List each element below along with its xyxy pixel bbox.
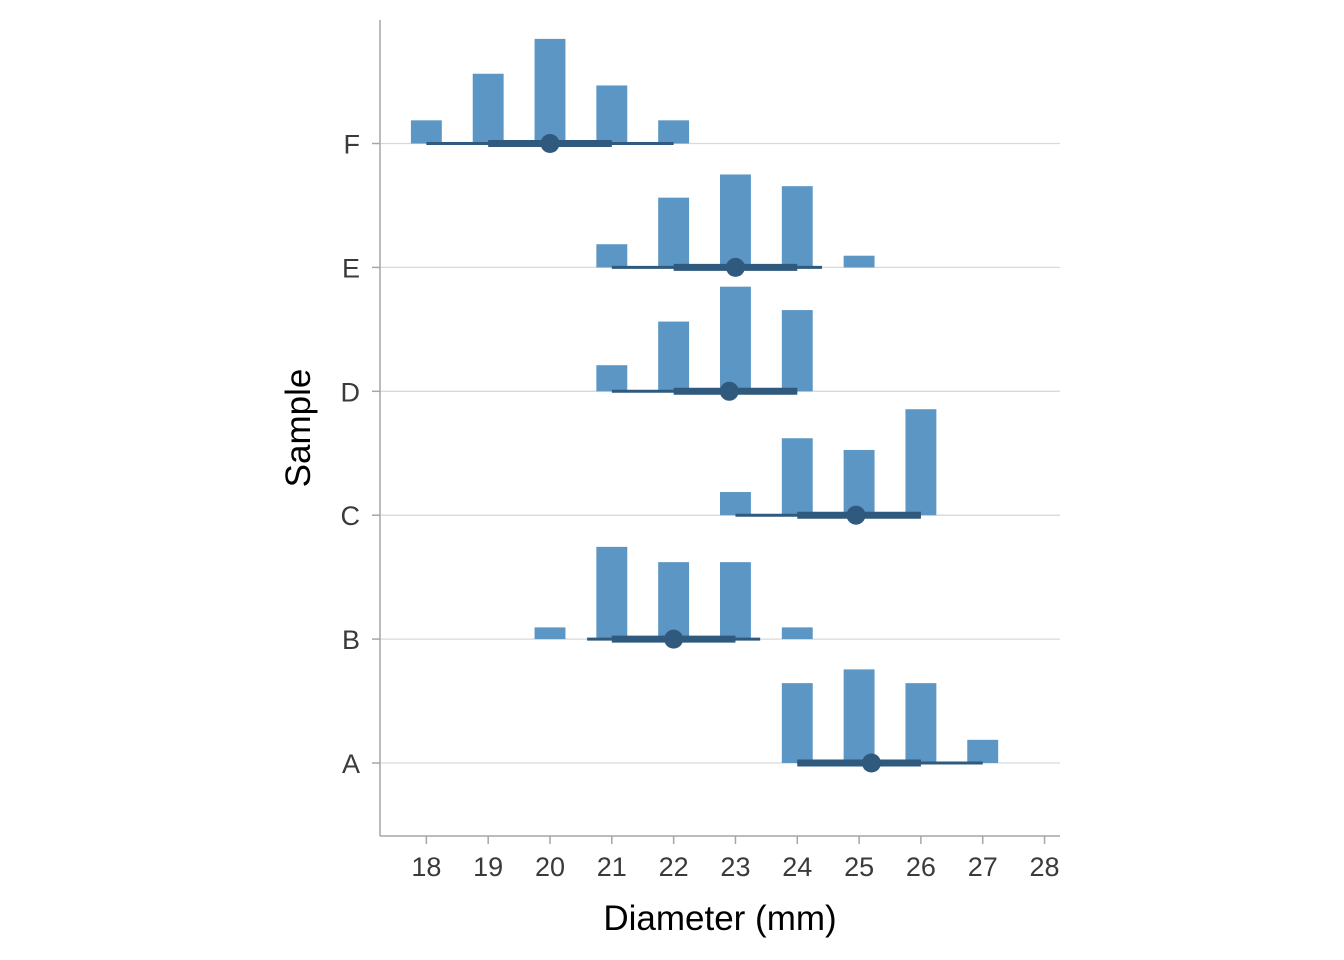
bar-D-21 [596,365,628,392]
y-tick-label-E: E [342,253,360,283]
bar-E-25 [843,255,875,268]
tick-labels: A B C D E F 18 19 20 21 22 23 24 25 26 27 28 [341,130,1060,883]
axes [379,20,1060,837]
x-tick-label-26: 26 [906,852,936,882]
x-tick-label-25: 25 [844,852,874,882]
bar-B-20 [534,627,566,640]
bar-D-23 [720,286,751,392]
bar-B-22 [658,562,690,640]
bar-F-21 [596,85,628,144]
x-tick-label-20: 20 [535,852,565,882]
bar-E-23 [720,174,751,268]
point-estimate-D [719,381,739,401]
point-estimate-A [861,753,881,773]
point-estimate-E [725,257,745,277]
bar-F-18 [410,120,442,144]
bar-C-24 [781,438,813,516]
bar-B-21 [596,546,628,640]
point-estimate-F [540,134,560,153]
bar-C-25 [843,449,875,516]
bar-A-26 [905,683,937,763]
bar-E-24 [781,186,813,268]
x-tick-label-28: 28 [1030,852,1060,882]
bar-A-27 [967,739,999,763]
point-estimate-B [664,629,684,649]
bar-E-22 [658,197,690,268]
bar-F-19 [472,73,504,144]
x-tick-label-22: 22 [659,852,689,882]
histogram-bars [410,38,999,763]
bar-C-26 [905,409,937,516]
x-tick-label-21: 21 [597,852,627,882]
bar-B-23 [720,562,751,640]
point-estimate-C [846,505,866,525]
y-tick-label-A: A [342,749,360,779]
y-tick-label-C: C [341,501,361,531]
x-tick-label-18: 18 [411,852,441,882]
x-tick-label-27: 27 [968,852,998,882]
bar-E-21 [596,244,628,268]
y-tick-label-D: D [341,377,361,407]
x-tick-label-24: 24 [782,852,812,882]
y-axis-title: Sample [279,369,318,488]
bar-B-24 [781,627,813,640]
x-axis-title: Diameter (mm) [603,899,836,938]
y-tick-label-F: F [344,130,361,160]
bar-A-24 [781,683,813,763]
x-tick-label-23: 23 [720,852,750,882]
bar-D-24 [781,310,813,392]
bar-F-22 [658,120,690,144]
y-tick-label-B: B [342,625,360,655]
x-tick-label-19: 19 [473,852,503,882]
bar-F-20 [534,38,566,144]
bar-A-25 [843,669,875,763]
interval-marks [426,134,983,773]
bar-D-22 [658,321,690,392]
bar-C-23 [720,492,751,516]
